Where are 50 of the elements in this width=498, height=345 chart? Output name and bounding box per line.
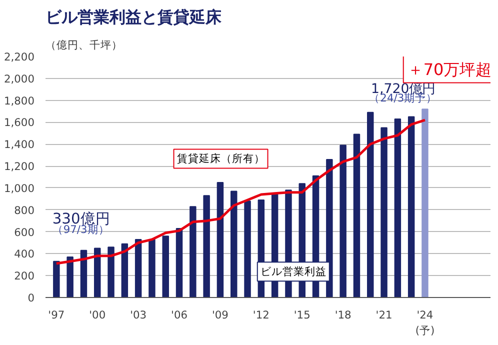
bar bbox=[230, 190, 238, 298]
y-axis-title: （億円、千坪） bbox=[46, 38, 122, 52]
bar bbox=[148, 238, 156, 298]
bar bbox=[162, 236, 169, 298]
y-tick-label: 2,000 bbox=[4, 72, 35, 86]
x-tick-label: '12 bbox=[252, 308, 270, 322]
text: 賃貸延床（所有） bbox=[176, 152, 265, 166]
x-tick-label: '97 bbox=[48, 308, 65, 322]
x-tick-label: '06 bbox=[171, 308, 188, 322]
bar bbox=[422, 108, 428, 298]
x-tick-label: '15 bbox=[294, 308, 310, 322]
x-tick-label: '03 bbox=[130, 308, 147, 322]
x-tick-label: '21 bbox=[376, 308, 392, 322]
y-tick-label: 600 bbox=[14, 226, 35, 239]
x-tick-label: '24 (予) bbox=[415, 308, 435, 338]
bar bbox=[244, 200, 251, 298]
bar bbox=[80, 250, 88, 298]
y-tick-label: 1,200 bbox=[4, 160, 35, 174]
y-tick-label: 800 bbox=[14, 204, 35, 217]
y-tick-label: 1,600 bbox=[4, 116, 35, 130]
bar bbox=[121, 243, 128, 298]
bar bbox=[190, 206, 196, 298]
bar bbox=[216, 182, 224, 298]
bar bbox=[203, 195, 210, 298]
bar bbox=[380, 127, 388, 298]
y-tick-label: 200 bbox=[14, 270, 35, 283]
line-series bbox=[55, 118, 426, 265]
bar bbox=[134, 238, 142, 298]
bar bbox=[394, 118, 402, 298]
annotation: ＋70万坪超 bbox=[407, 60, 492, 79]
y-tick-label: 400 bbox=[14, 248, 35, 261]
chart-title: ビル営業利益と賃貸延床 bbox=[46, 8, 222, 26]
bar bbox=[66, 256, 74, 298]
y-tick-label: 1,400 bbox=[4, 138, 35, 152]
x-tick-label: '09 bbox=[212, 308, 229, 322]
bar bbox=[176, 228, 183, 298]
bar bbox=[340, 144, 346, 298]
y-tick-label: 2,200 bbox=[4, 50, 35, 64]
bar bbox=[408, 116, 415, 298]
x-tick-label: '18 bbox=[334, 308, 352, 322]
y-tick-label: 1,800 bbox=[4, 94, 35, 108]
y-tick-label: 1,000 bbox=[4, 182, 35, 195]
bar bbox=[367, 112, 374, 298]
bar bbox=[353, 134, 360, 298]
bar bbox=[53, 260, 60, 298]
y-tick-label: 0 bbox=[28, 292, 35, 304]
bar bbox=[108, 246, 114, 298]
series-label: ビル営業利益 bbox=[260, 265, 326, 278]
x-tick-label: '00 bbox=[89, 308, 106, 322]
bar bbox=[94, 248, 101, 298]
